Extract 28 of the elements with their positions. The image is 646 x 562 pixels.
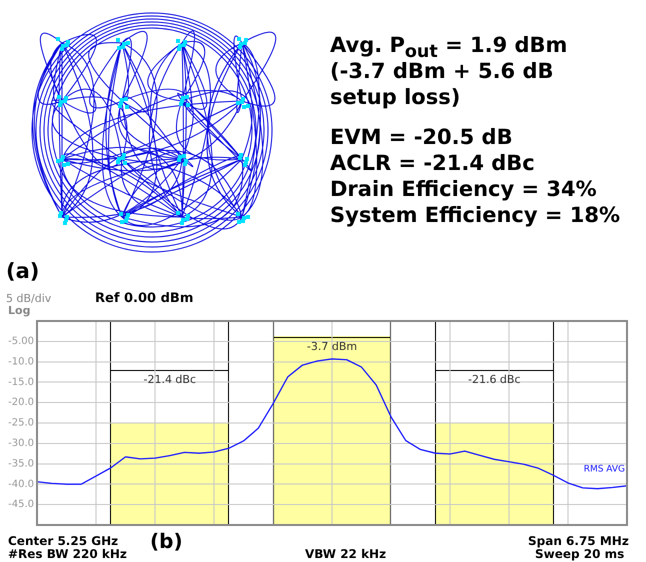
chart-title: Ref 0.00 dBm — [95, 291, 194, 306]
y-tick-label: -5.00 — [8, 336, 34, 347]
y-tick-label: -15.0 — [8, 376, 34, 388]
series-label: RMS AVG — [584, 464, 626, 475]
y-tick-label: -10.0 — [8, 356, 34, 368]
text: (a) — [6, 258, 40, 284]
text: Drain Efficiency = 34% — [330, 176, 597, 202]
text: Center 5.25 GHz — [8, 534, 118, 548]
text: (b) — [150, 529, 183, 553]
annotation: -21.6 dBc — [468, 372, 521, 386]
y-tick-label: -20.0 — [8, 397, 34, 408]
y-tick-label: -30.0 — [8, 438, 34, 449]
text: 5 dB/div — [6, 292, 52, 305]
y-tick-label: -40.0 — [8, 478, 34, 490]
text: setup loss) — [330, 84, 460, 110]
y-tick-label: -25.0 — [8, 418, 34, 429]
text: System Efficiency = 18% — [330, 202, 620, 228]
y-tick-label: -45.0 — [8, 499, 34, 510]
text: Span 6.75 MHz — [528, 534, 629, 548]
text: #Res BW 220 kHz — [8, 547, 127, 561]
text: EVM = -20.5 dB — [330, 124, 513, 150]
annotation: -21.4 dBc — [143, 372, 196, 386]
text: VBW 22 kHz — [305, 547, 386, 561]
annotation: -3.7 dBm — [306, 340, 358, 354]
text: Log — [8, 304, 30, 317]
text: ACLR = -21.4 dBc — [330, 150, 535, 176]
text: Sweep 20 ms — [535, 547, 624, 561]
y-tick-label: -35.0 — [8, 458, 34, 470]
